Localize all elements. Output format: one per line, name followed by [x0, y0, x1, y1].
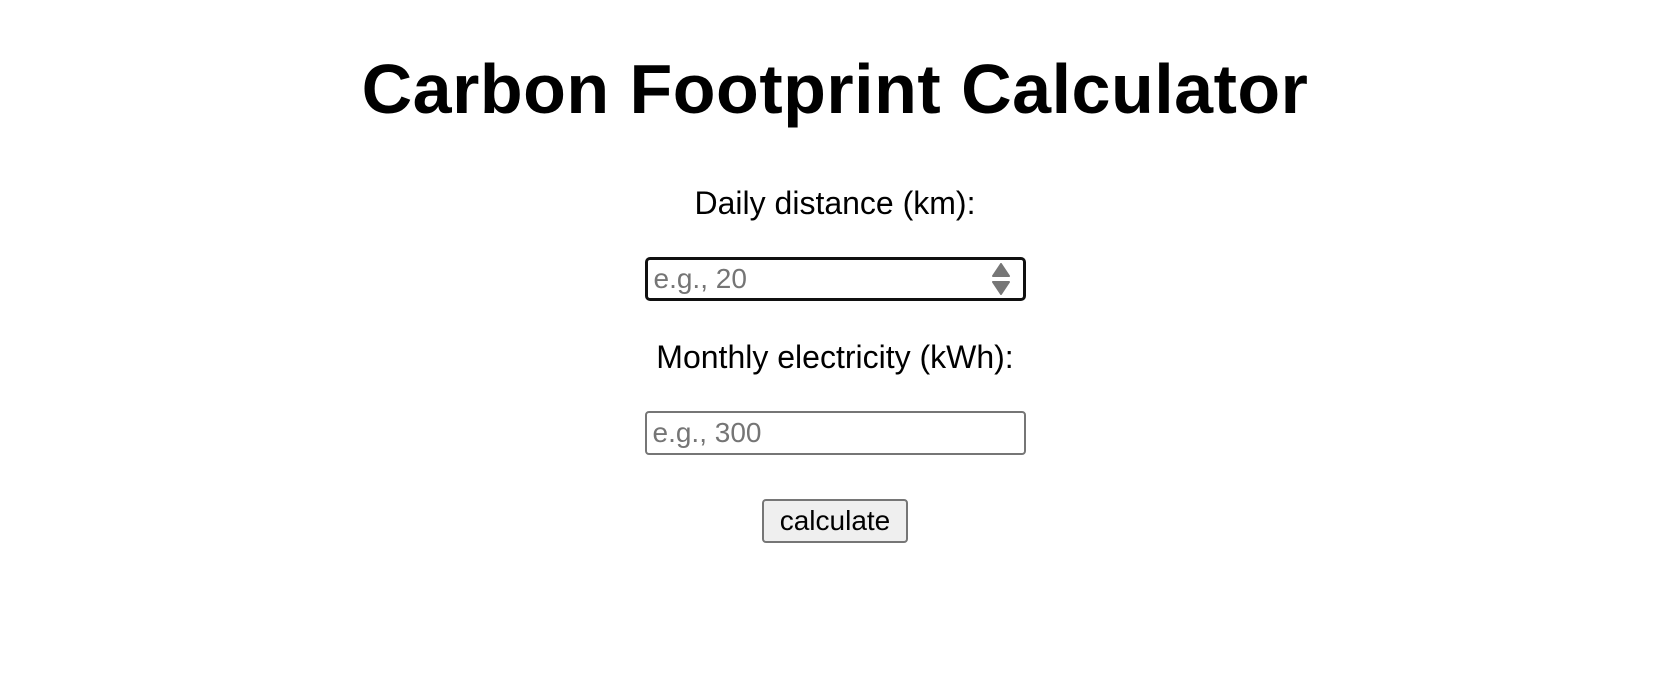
- electricity-input-wrapper: [644, 411, 1026, 455]
- electricity-label: Monthly electricity (kWh):: [656, 339, 1014, 375]
- distance-input-wrapper: [644, 257, 1026, 301]
- calculate-button[interactable]: calculate: [761, 499, 909, 543]
- page-title: Carbon Footprint Calculator: [361, 50, 1309, 128]
- spinner-down-icon[interactable]: [991, 280, 1011, 295]
- spinner-up-icon[interactable]: [991, 263, 1011, 278]
- electricity-input[interactable]: [646, 413, 1024, 453]
- distance-input[interactable]: [647, 260, 1023, 298]
- number-spinner[interactable]: [991, 263, 1011, 295]
- calculator-form: Daily distance (km): Monthly electricity…: [0, 124, 1670, 543]
- distance-label: Daily distance (km):: [694, 185, 976, 221]
